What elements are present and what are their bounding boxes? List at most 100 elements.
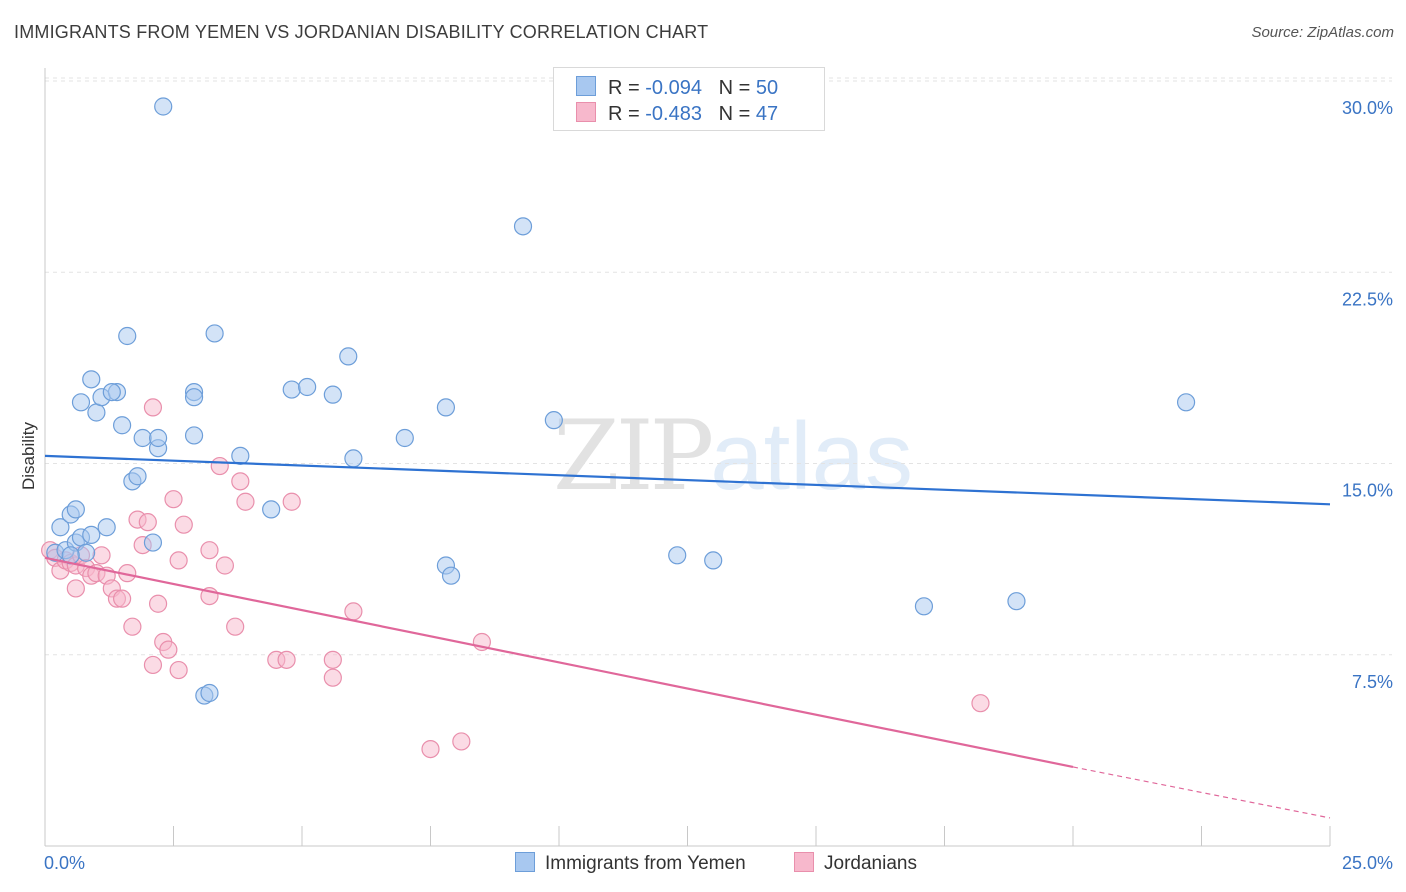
jordanians-point-38: [277, 650, 296, 669]
yemen-point-27: [184, 426, 204, 445]
jordanians-point-35: [231, 472, 250, 491]
source-credit: Source: ZipAtlas.com: [1251, 24, 1394, 41]
yemen-point-7: [71, 393, 91, 412]
yemen-point-45: [704, 551, 723, 570]
jordanians-point-21: [143, 655, 163, 675]
jordanians-points: [41, 398, 990, 759]
yemen-point-31: [231, 446, 250, 465]
jordanians-point-36: [236, 492, 255, 511]
legend-row-yemen: R = -0.094 N = 50: [576, 76, 778, 100]
r-value-jordanians: -0.483: [645, 103, 702, 125]
yemen-point-43: [544, 411, 563, 430]
jordanians-point-11: [92, 546, 111, 565]
yemen-point-26: [184, 388, 204, 407]
r-value-yemen: -0.094: [645, 77, 702, 99]
jordanians-point-27: [169, 660, 188, 680]
jordanians-point-23: [143, 398, 163, 417]
jordanians-point-5: [66, 579, 85, 598]
yemen-point-24: [154, 97, 173, 116]
yemen-point-36: [339, 347, 358, 366]
yemen-point-46: [914, 597, 934, 616]
jordanians-point-43: [421, 739, 440, 759]
jordanians-point-41: [323, 650, 342, 669]
yemen-point-9: [87, 403, 106, 422]
legend-row-jordanians: R = -0.483 N = 47: [576, 102, 778, 126]
yemen-point-48: [1176, 393, 1196, 412]
jordanians-swatch: [576, 102, 596, 122]
jordanians-point-22: [148, 594, 168, 613]
yemen-point-33: [282, 380, 301, 399]
jordanians-point-15: [112, 589, 132, 608]
yemen-point-20: [133, 428, 152, 448]
yemen-point-16: [118, 326, 137, 346]
r-label: R =: [608, 77, 640, 99]
yemen-point-42: [513, 217, 533, 236]
legend-label-yemen: Immigrants from Yemen: [545, 853, 746, 874]
yemen-points: [46, 97, 1196, 705]
trend-lines: [44, 454, 1331, 819]
jordanians-point-17: [123, 617, 142, 636]
yemen-point-38: [395, 428, 414, 448]
x-tick-label-min: 0.0%: [44, 853, 85, 873]
jordanians-point-40: [323, 668, 342, 687]
yemen-point-11: [97, 518, 116, 537]
chart-title: IMMIGRANTS FROM YEMEN VS JORDANIAN DISAB…: [14, 22, 709, 42]
jordanians-point-39: [282, 492, 301, 511]
yemen-swatch: [576, 76, 596, 96]
legend-item-yemen[interactable]: Immigrants from Yemen: [515, 852, 746, 875]
r-label: R =: [608, 103, 640, 125]
n-value-jordanians: 47: [755, 103, 779, 125]
jordanians-point-46: [971, 694, 990, 713]
yemen-point-47: [1007, 592, 1026, 611]
n-label: N =: [718, 103, 751, 125]
jordanians-point-26: [164, 490, 183, 509]
yemen-point-6: [77, 543, 96, 562]
yemen-point-18: [128, 467, 147, 486]
yemen-point-23: [143, 533, 163, 552]
legend-label-jordanians: Jordanians: [824, 853, 917, 874]
jordanians-point-25: [159, 640, 178, 659]
yemen-point-37: [344, 449, 363, 468]
yemen-point-34: [298, 377, 317, 397]
yemen-trend-line: [44, 454, 1331, 506]
yemen-point-28: [205, 324, 224, 343]
grid-lines: [45, 77, 1392, 656]
jordanians-point-42: [344, 602, 363, 621]
yemen-point-22: [148, 428, 168, 448]
jordanians-point-33: [215, 556, 234, 575]
x-tick-label-max: 25.0%: [1342, 853, 1393, 873]
yemen-point-44: [668, 546, 687, 565]
jordanians-point-44: [452, 732, 471, 751]
yemen-point-39: [436, 398, 456, 417]
yemen-point-15: [112, 416, 132, 435]
yemen-point-30: [200, 683, 219, 703]
yemen-point-8: [82, 370, 101, 389]
legend-item-jordanians[interactable]: Jordanians: [794, 852, 917, 875]
n-label: N =: [718, 77, 751, 99]
jordanians-point-32: [210, 456, 229, 476]
correlation-legend: R = -0.094 N = 50 R = -0.483 N = 47: [553, 67, 825, 131]
y-tick-label-2: 22.5%: [1342, 289, 1393, 309]
yemen-legend-swatch: [515, 852, 535, 872]
yemen-point-12: [82, 525, 101, 545]
y-tick-label-1: 15.0%: [1342, 481, 1393, 501]
yemen-point-35: [323, 385, 342, 404]
y-tick-label-0: 7.5%: [1352, 672, 1393, 692]
jordanians-legend-swatch: [794, 852, 814, 872]
jordanians-trend-extension: [1072, 766, 1331, 819]
n-value-yemen: 50: [755, 77, 779, 99]
jordanians-trend-line: [44, 556, 1074, 769]
yemen-point-19: [102, 383, 121, 402]
jordanians-point-30: [200, 541, 219, 560]
yemen-point-1: [51, 518, 70, 537]
yemen-point-41: [441, 566, 461, 585]
jordanians-point-20: [138, 513, 157, 532]
yemen-point-13: [66, 500, 85, 519]
axis-labels: 7.5% 15.0% 22.5% 30.0% 0.0% 25.0% Disability: [19, 98, 1393, 873]
axes: [44, 68, 1331, 847]
jordanians-point-34: [226, 617, 245, 636]
jordanians-point-28: [169, 551, 188, 570]
yemen-point-32: [262, 500, 281, 519]
jordanians-point-29: [174, 515, 193, 534]
